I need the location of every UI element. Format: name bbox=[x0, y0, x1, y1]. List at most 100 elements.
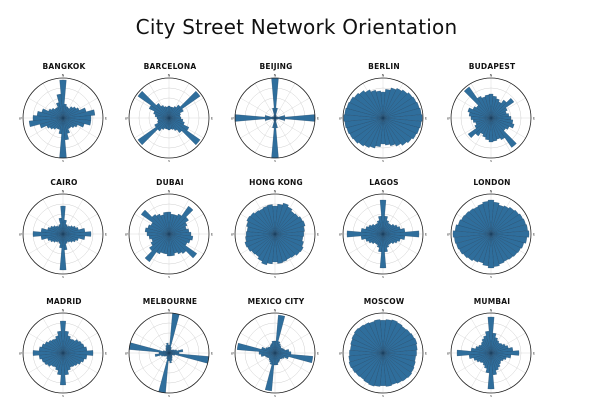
orientation-bar bbox=[32, 350, 64, 356]
orientation-bar bbox=[62, 350, 94, 356]
orientation-bar bbox=[257, 233, 276, 262]
compass-label: E bbox=[317, 117, 319, 121]
city-label: BERLIN bbox=[368, 62, 400, 71]
orientation-bar bbox=[346, 230, 384, 238]
polar-histogram: N S E W bbox=[19, 74, 107, 162]
grid-spoke bbox=[240, 97, 276, 119]
orientation-bar bbox=[271, 340, 276, 354]
orientation-bar bbox=[363, 352, 384, 384]
compass-label: W bbox=[19, 352, 22, 356]
orientation-bar bbox=[244, 233, 276, 248]
orientation-bar bbox=[364, 89, 384, 119]
orientation-bar bbox=[482, 201, 492, 235]
compass-label: S bbox=[382, 160, 385, 163]
compass-label: N bbox=[168, 74, 171, 78]
compass-label: E bbox=[317, 352, 319, 356]
compass-label: S bbox=[490, 276, 493, 279]
orientation-bar bbox=[487, 233, 495, 269]
orientation-bar bbox=[353, 92, 384, 119]
orientation-bar bbox=[168, 117, 201, 146]
orientation-bar bbox=[488, 93, 494, 119]
orientation-bar bbox=[261, 233, 276, 266]
orientation-bar bbox=[371, 223, 384, 235]
grid-spoke bbox=[168, 332, 204, 354]
orientation-bar bbox=[168, 90, 201, 119]
compass-label: W bbox=[231, 117, 234, 121]
city-label: BEIJING bbox=[259, 62, 293, 71]
compass-label: N bbox=[62, 309, 65, 313]
city-panel: BUDAPEST N S E W bbox=[440, 62, 544, 174]
orientation-bar bbox=[274, 220, 306, 235]
orientation-bar bbox=[490, 352, 504, 362]
compass-label: E bbox=[105, 117, 107, 121]
orientation-bar bbox=[156, 213, 170, 235]
orientation-bar bbox=[166, 342, 170, 354]
orientation-bar bbox=[168, 112, 181, 119]
compass-label: W bbox=[339, 352, 342, 356]
orientation-bar bbox=[382, 117, 391, 146]
orientation-bar bbox=[268, 352, 276, 361]
compass-label: W bbox=[231, 233, 234, 237]
compass-label: W bbox=[125, 117, 128, 121]
orientation-bar bbox=[382, 352, 408, 382]
compass-label: S bbox=[274, 276, 277, 279]
compass-label: E bbox=[425, 117, 427, 121]
orientation-bar bbox=[490, 98, 500, 119]
outer-ring bbox=[128, 77, 210, 159]
orientation-bar bbox=[163, 106, 170, 119]
orientation-bar bbox=[32, 231, 64, 237]
orientation-bar bbox=[379, 233, 387, 269]
city-panel: BARCELONA N S E W bbox=[118, 62, 222, 174]
orientation-bar bbox=[490, 233, 518, 257]
polar-histogram: N S E W bbox=[447, 309, 535, 397]
city-label: CAIRO bbox=[50, 178, 78, 187]
orientation-bar bbox=[461, 215, 492, 235]
city-label: MELBOURNE bbox=[142, 297, 198, 306]
orientation-bar bbox=[48, 340, 64, 354]
compass-label: E bbox=[105, 233, 107, 237]
orientation-bar bbox=[485, 330, 492, 354]
orientation-bar bbox=[478, 344, 492, 354]
compass-label: E bbox=[425, 233, 427, 237]
compass-label: N bbox=[168, 309, 171, 313]
orientation-bar bbox=[246, 231, 276, 237]
orientation-bar bbox=[274, 233, 301, 256]
grid-spoke bbox=[274, 117, 310, 139]
orientation-bar bbox=[50, 339, 64, 354]
orientation-bar bbox=[62, 231, 92, 237]
orientation-bar bbox=[59, 233, 67, 271]
compass-label: W bbox=[447, 352, 450, 356]
orientation-bar bbox=[274, 226, 305, 235]
orientation-bar bbox=[358, 324, 384, 354]
orientation-bar bbox=[137, 117, 170, 146]
polar-histogram: N S E W bbox=[231, 190, 319, 278]
grid-spoke bbox=[134, 352, 170, 374]
chart-title: City Street Network Orientation bbox=[135, 15, 458, 39]
orientation-bar bbox=[382, 352, 403, 384]
orientation-bar bbox=[59, 79, 67, 119]
orientation-bar bbox=[382, 117, 402, 147]
orientation-bar bbox=[48, 108, 64, 119]
orientation-bar bbox=[452, 230, 492, 238]
orientation-bar bbox=[382, 343, 418, 354]
compass-label: S bbox=[168, 395, 171, 398]
orientation-bar bbox=[382, 117, 413, 144]
orientation-bar bbox=[62, 117, 75, 129]
compass-label: E bbox=[211, 117, 213, 121]
orientation-bar bbox=[44, 341, 64, 354]
orientation-bar bbox=[370, 90, 384, 119]
orientation-bar bbox=[274, 231, 304, 237]
orientation-bar bbox=[379, 199, 387, 235]
orientation-bar bbox=[382, 319, 398, 354]
compass-label: S bbox=[490, 395, 493, 398]
orientation-bar bbox=[378, 215, 384, 235]
orientation-bar bbox=[490, 107, 508, 119]
orientation-bar bbox=[375, 90, 384, 119]
city-panel: LAGOS N S E W bbox=[332, 178, 436, 290]
orientation-bar bbox=[490, 230, 530, 238]
polar-histogram: N S E W bbox=[231, 309, 319, 397]
outer-ring bbox=[450, 77, 532, 159]
orientation-bar bbox=[482, 352, 492, 366]
city-label: BANGKOK bbox=[42, 62, 86, 71]
orientation-bar bbox=[168, 117, 182, 133]
